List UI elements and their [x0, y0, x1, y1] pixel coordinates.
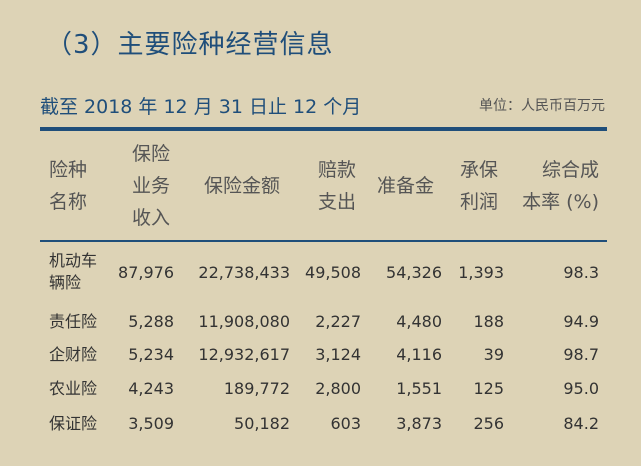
header-underwriting-profit: 承保 利润	[460, 159, 499, 213]
cell-insured: 50,182	[234, 414, 290, 433]
header-insurance-type: 险种 名称	[49, 159, 88, 213]
cell-profit: 1,393	[458, 263, 504, 282]
cell-ratio: 84.2	[563, 414, 599, 433]
header-premium: 保险 业务 收入	[132, 143, 171, 229]
cell-premium: 4,243	[128, 379, 174, 398]
cell-ratio: 94.9	[563, 312, 599, 331]
row-name: 责任险	[49, 312, 98, 331]
table-top-rule	[40, 127, 607, 131]
cell-profit: 125	[473, 379, 504, 398]
cell-insured: 189,772	[223, 379, 290, 398]
cell-premium: 5,288	[128, 312, 174, 331]
cell-insured: 11,908,080	[198, 312, 290, 331]
cell-reserves: 4,116	[396, 345, 442, 364]
cell-reserves: 54,326	[386, 263, 442, 282]
section-title: （3）主要险种经营信息	[46, 30, 334, 60]
cell-reserves: 3,873	[396, 414, 442, 433]
cell-profit: 39	[483, 345, 504, 364]
header-claims: 赔款 支出	[318, 159, 357, 213]
cell-claims: 49,508	[305, 263, 361, 282]
cell-premium: 87,976	[118, 263, 174, 282]
table-caption: 截至 2018 年 12 月 31 日止 12 个月	[40, 96, 362, 118]
row-name: 企财险	[49, 345, 98, 364]
cell-insured: 12,932,617	[198, 345, 290, 364]
cell-reserves: 4,480	[396, 312, 442, 331]
row-name: 保证险	[49, 414, 98, 433]
cell-profit: 256	[473, 414, 504, 433]
cell-claims: 2,800	[315, 379, 361, 398]
cell-claims: 603	[330, 414, 361, 433]
cell-insured: 22,738,433	[198, 263, 290, 282]
header-insured-amount: 保险金额	[204, 175, 281, 197]
cell-reserves: 1,551	[396, 379, 442, 398]
cell-ratio: 95.0	[563, 379, 599, 398]
cell-premium: 5,234	[128, 345, 174, 364]
header-reserves: 准备金	[377, 175, 435, 197]
row-name: 机动车 辆险	[49, 251, 98, 292]
table-header-rule	[40, 240, 607, 242]
cell-ratio: 98.7	[563, 345, 599, 364]
row-name: 农业险	[49, 379, 98, 398]
cell-claims: 3,124	[315, 345, 361, 364]
cell-premium: 3,509	[128, 414, 174, 433]
cell-claims: 2,227	[315, 312, 361, 331]
cell-profit: 188	[473, 312, 504, 331]
header-combined-ratio: 综合成 本率 (%)	[522, 159, 599, 213]
cell-ratio: 98.3	[563, 263, 599, 282]
unit-label: 单位：人民币百万元	[479, 98, 605, 114]
